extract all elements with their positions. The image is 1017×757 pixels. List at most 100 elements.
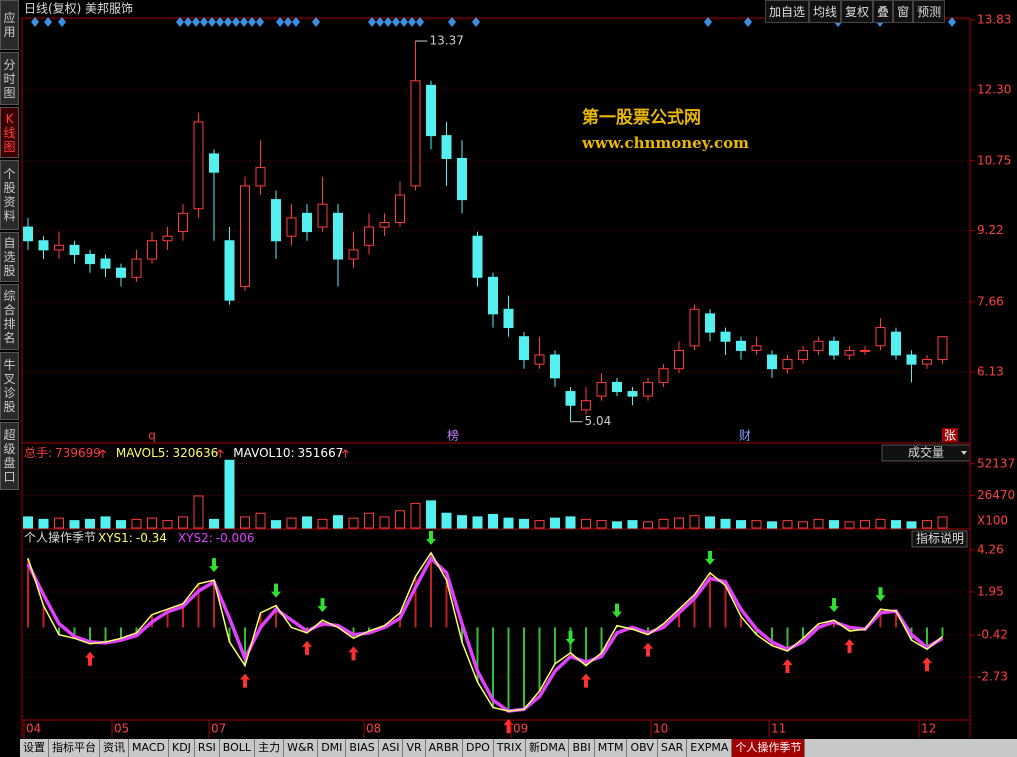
volume-bar [271,520,281,529]
indicator-tab[interactable]: ARBR [426,739,464,757]
buy-arrow [581,673,591,688]
volume-bar [627,520,638,529]
volume-bar [410,502,421,529]
volume-bar [131,518,142,529]
signal-diamond [744,17,752,27]
sidebar-tab[interactable]: K线图 [0,107,19,158]
x-tick-label: 11 [771,722,786,736]
signal-diamond [208,17,216,27]
volume-bar [720,518,731,529]
indicator-tab[interactable]: BBI [569,739,595,757]
toolbar-button[interactable]: 加自选 [765,0,810,23]
volume-selector-text[interactable]: 成交量 [908,445,944,460]
indicator-tab[interactable]: OBV [627,739,658,757]
volume-bar [674,517,684,529]
high-label: 13.37 [430,34,464,48]
signal-diamond [216,17,224,27]
toolbar-button[interactable]: 均线 [809,0,842,23]
indicator-tab[interactable]: RSI [195,739,220,757]
volume-bar [178,516,188,529]
indicator-tab[interactable]: BOLL [220,739,256,757]
indicator-tab[interactable]: DPO [463,739,494,757]
candle-body [519,336,529,361]
x-tick-label: 07 [211,722,226,736]
signal-diamond [284,17,292,27]
price-tick-label: 10.75 [977,153,1011,167]
sidebar-tab[interactable]: 牛叉诊股 [0,352,19,420]
candle-body [565,391,576,406]
candle-body [271,199,281,242]
x-tick-label: 04 [26,722,41,736]
toolbar-button[interactable]: 预测 [913,0,946,23]
sidebar-tab[interactable]: 分时图 [0,52,19,105]
event-marker: 榜 [447,428,459,443]
sidebar-tab[interactable]: 应用 [0,0,19,50]
candle-body [54,244,64,251]
indicator-tab[interactable]: KDJ [169,739,195,757]
sidebar-tab[interactable]: 自选股 [0,232,19,282]
buy-arrow [844,639,855,654]
volume-legend: MAVOL5: 320636 [116,446,218,460]
indicator-tab[interactable]: SAR [658,739,688,757]
indicator-help-button[interactable] [911,530,968,548]
candle-body [488,276,498,315]
indicator-tab[interactable]: 新DMA [526,739,570,757]
toolbar-button[interactable]: 叠 [873,0,894,23]
x-tick-label: 12 [921,722,936,736]
sidebar-tab[interactable]: 超级盘口 [0,422,19,490]
x-tick-label: 05 [114,722,129,736]
indicator-tab[interactable]: 个人操作季节 [732,739,806,757]
sidebar-tab[interactable]: 综合排名 [0,284,19,350]
indicator-name: 个人操作季节 [24,530,96,545]
candle-body [255,167,266,187]
signal-diamond [58,17,66,27]
indicator-tab[interactable]: W&R [284,739,319,757]
sell-arrow [426,530,436,545]
toolbar-button[interactable]: 复权 [841,0,874,23]
volume-bar [503,517,514,529]
volume-bar [147,517,157,529]
signal-diamond [200,17,208,27]
indicator-legend: XYS1: -0.34 [98,531,167,545]
candle-body [286,217,297,237]
indicator-tab[interactable]: DMI [318,739,347,757]
x-tick-label: 09 [513,722,528,736]
volume-bar [751,520,762,529]
volume-bar [736,520,746,529]
volume-unit: X100 [977,514,1008,528]
candle-body [395,194,405,223]
volume-bar [891,520,901,529]
sell-arrow [209,558,219,573]
indicator-tab[interactable]: MACD [129,739,169,757]
volume-bar [813,518,824,529]
dropdown-icon [961,451,967,455]
indicator-tab[interactable]: 设置 [20,739,49,757]
indicator-help[interactable]: 指标说明 [916,531,964,546]
signal-diamond [376,17,384,27]
toolbar-button[interactable]: 窗 [893,0,914,23]
candle-body [410,80,421,187]
indicator-tab[interactable]: EXPMA [687,739,733,757]
indicator-tab[interactable]: 资讯 [100,739,129,757]
indicator-tab[interactable]: VR [403,739,426,757]
volume-bar [23,516,33,529]
indicator-tab[interactable]: BIAS [346,739,379,757]
candle-body [581,400,591,411]
watermark-url: www.chnmoney.com [581,134,749,152]
indicator-line [27,551,943,712]
candle-body [302,212,312,233]
indicator-tab[interactable]: MTM [595,739,628,757]
indicator-tab[interactable]: TRIX [494,739,526,757]
signal-diamond [448,17,456,27]
volume-bar [255,512,266,529]
candle-body [457,157,467,201]
sidebar-tab[interactable]: 个股资料 [0,160,19,230]
indicator-tab[interactable]: ASI [379,739,404,757]
indicator-tab[interactable]: 主力 [255,739,285,757]
candle-body [209,153,219,173]
signal-diamond [224,17,232,27]
candle-body [379,221,390,228]
indicator-tab[interactable]: 指标平台 [49,739,100,757]
volume-bar [875,518,886,529]
candle-body [162,235,173,242]
